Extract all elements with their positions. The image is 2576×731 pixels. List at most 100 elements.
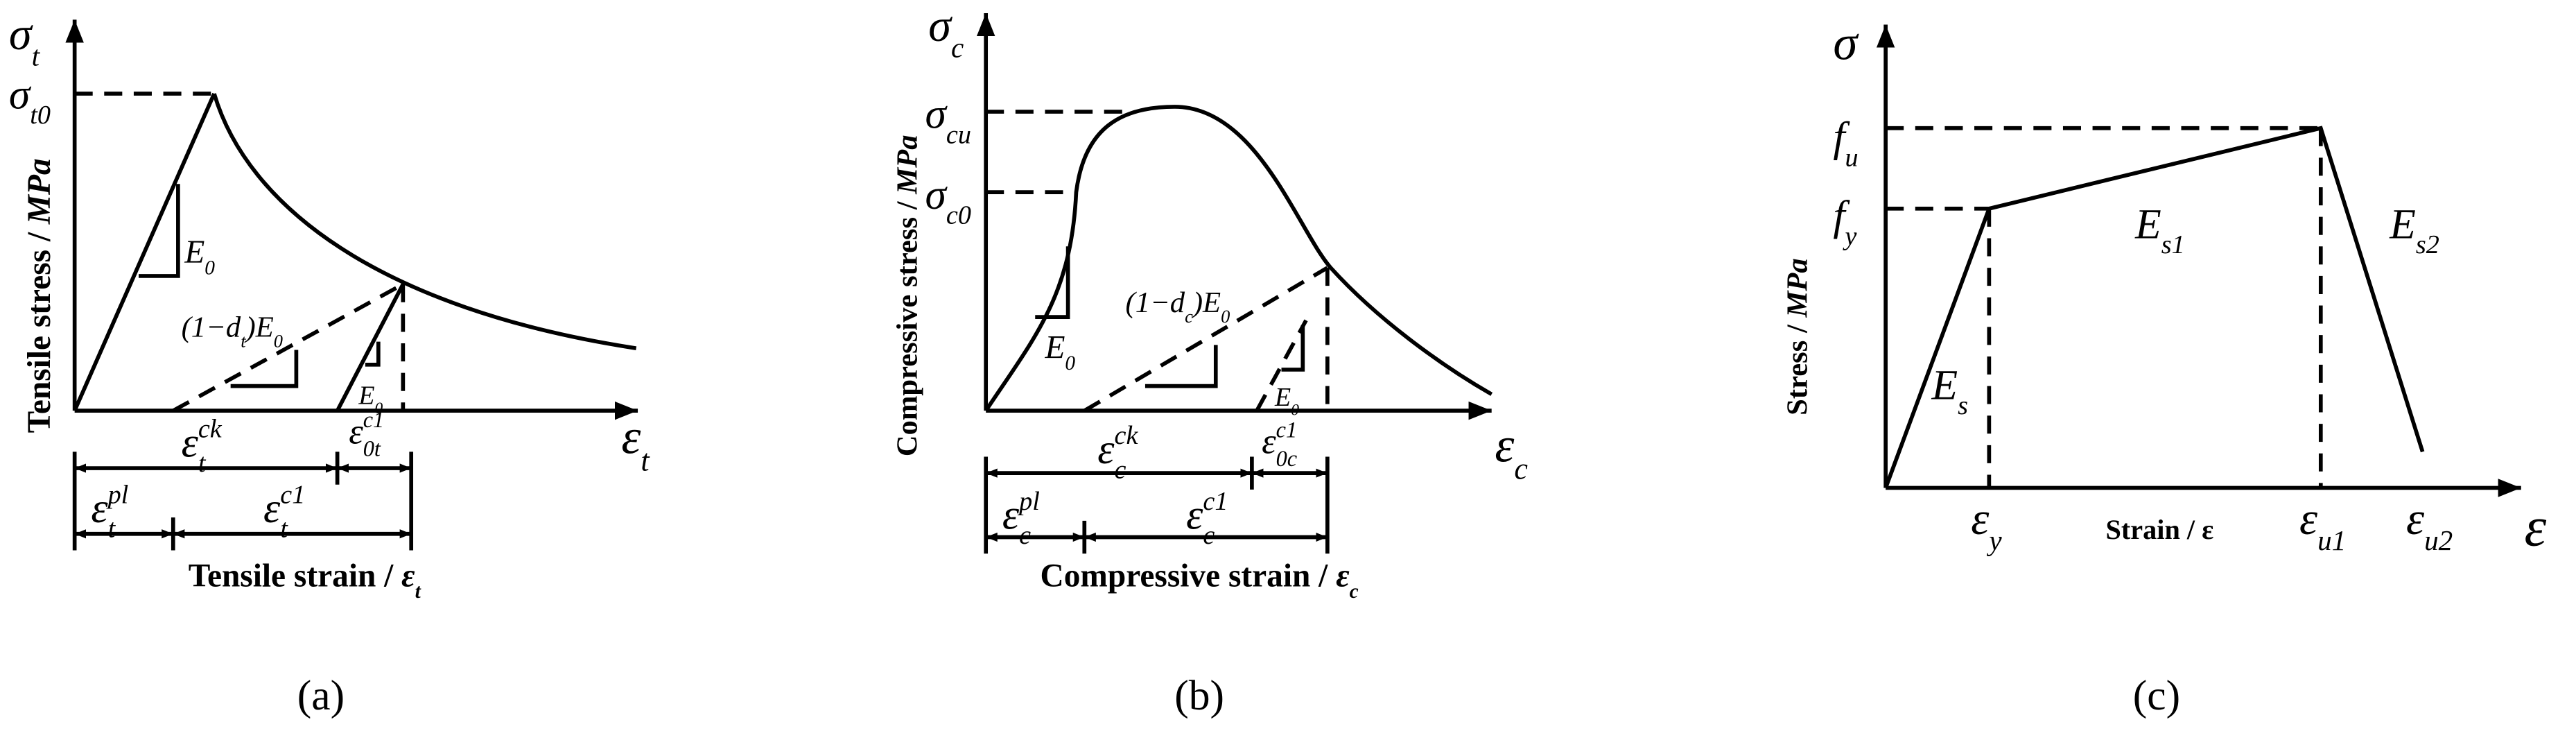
label: fu — [1833, 114, 1858, 173]
softening-curve — [212, 93, 637, 350]
label: Es1 — [2134, 200, 2185, 259]
label-part: E — [358, 381, 374, 411]
label: εc c1 — [1186, 487, 1228, 550]
subscript: 0 — [1065, 352, 1075, 375]
subscript: c — [1350, 580, 1359, 603]
label-part: ε — [1336, 558, 1350, 594]
label-part: ε — [1262, 422, 1276, 462]
subscript: s1 — [2161, 230, 2185, 259]
label-part: σ — [9, 9, 33, 60]
superscript: c1 — [280, 480, 305, 509]
label-part: E — [2389, 200, 2416, 248]
label: Compressive strain / εc — [1041, 558, 1359, 603]
subscript: 0t — [363, 436, 381, 461]
label: σc0 — [925, 171, 971, 230]
label-part: E — [1931, 362, 1958, 409]
label-part: Stress / — [1781, 318, 1813, 415]
caption: (c) — [2133, 672, 2180, 719]
reload-triangle — [365, 341, 381, 367]
label: εu1 — [2299, 494, 2346, 556]
subscript: u1 — [2317, 524, 2346, 556]
label-part: (1−d — [182, 311, 241, 344]
label: σt — [9, 9, 41, 71]
label: εu2 — [2406, 494, 2453, 556]
label-part: ε — [1097, 426, 1115, 473]
label: Compressive stress / MPa — [891, 135, 924, 456]
subscript: t — [198, 449, 207, 478]
label-part: ε — [401, 558, 415, 594]
label-part: Tensile stress / — [21, 224, 58, 433]
label-part: )E — [1191, 286, 1221, 319]
label: Tensile strain / εt — [189, 558, 421, 603]
label-part: Tensile strain / — [189, 558, 401, 594]
label: Es2 — [2389, 200, 2439, 259]
label-part: ε — [1971, 494, 1990, 544]
subscript: cu — [946, 120, 971, 149]
label: Stress / MPa — [1781, 258, 1813, 415]
label-part: MPa — [21, 158, 58, 225]
label-part: E — [184, 234, 204, 270]
steel-curve — [1883, 126, 2425, 489]
damaged-unloading — [1083, 266, 1329, 413]
label: εt — [621, 411, 650, 478]
caption: (a) — [297, 672, 345, 719]
label-part: σ — [925, 91, 948, 138]
label: E0 — [1044, 329, 1075, 375]
label: Tensile stress / MPa — [21, 158, 58, 433]
damaged-triangle — [1145, 345, 1218, 388]
label: Strain / ε — [2106, 514, 2214, 545]
panel-c — [1876, 24, 2521, 497]
label-part: ε — [1186, 492, 1203, 539]
label-part: ε — [2525, 496, 2547, 558]
label-part: σ — [9, 71, 32, 118]
label: εy — [1971, 494, 2002, 556]
label-part: Compressive strain / — [1041, 558, 1337, 594]
label: εc ck — [1097, 421, 1138, 484]
label: σt0 — [9, 71, 51, 130]
label: ε0t c1 — [349, 407, 384, 461]
label-part: ε — [1495, 419, 1514, 473]
subscript: c — [1185, 306, 1193, 327]
subscript: 0 — [1221, 306, 1230, 327]
label-part: E — [1274, 383, 1291, 412]
label: (1−dt)E0 — [182, 311, 283, 352]
damaged-triangle — [230, 350, 299, 388]
label-part: ε — [349, 413, 363, 452]
reload-triangle — [1281, 325, 1305, 372]
label-part: ε — [2406, 494, 2425, 544]
label: σc — [928, 1, 964, 63]
subscript: 0c — [1276, 446, 1297, 471]
label-part: E — [1044, 329, 1065, 366]
subscript: c — [1115, 455, 1126, 484]
subscript: c — [951, 31, 964, 63]
superscript: c1 — [1276, 417, 1297, 442]
modulus-triangle — [1035, 246, 1070, 319]
label: ε0c c1 — [1262, 417, 1297, 471]
modulus-triangle — [139, 184, 180, 278]
label-part: Compressive stress / — [891, 194, 924, 456]
label-part: σ — [1833, 16, 1859, 70]
label: ε — [2525, 496, 2547, 558]
damaged-unloading — [172, 282, 404, 413]
label-part: ε — [621, 411, 641, 465]
subscript: u2 — [2424, 524, 2453, 556]
subscript: c0 — [946, 200, 971, 230]
subscript: u — [1845, 143, 1858, 172]
label: fy — [1833, 193, 1856, 252]
label-part: MPa — [1781, 258, 1813, 318]
superscript: ck — [198, 415, 223, 444]
subscript: t — [641, 444, 650, 478]
caption: (b) — [1174, 672, 1224, 719]
subscript: s — [1958, 391, 1968, 420]
label: σcu — [925, 91, 971, 150]
subscript: 0 — [204, 257, 215, 280]
loading-line — [73, 92, 216, 412]
label: εc pl — [1002, 487, 1040, 550]
label: εt c1 — [263, 480, 305, 543]
subscript: c — [1514, 452, 1528, 485]
label-part: E — [2134, 200, 2161, 248]
label: E0 — [184, 234, 215, 280]
superscript: c1 — [1203, 487, 1228, 516]
subscript: t — [241, 330, 246, 351]
